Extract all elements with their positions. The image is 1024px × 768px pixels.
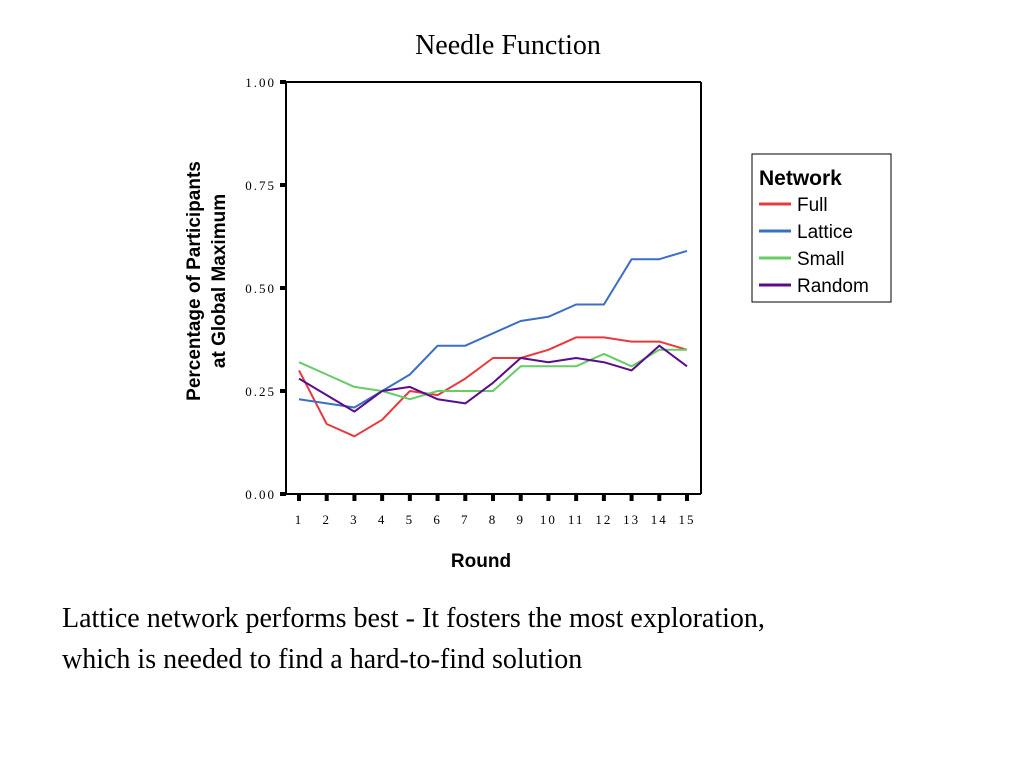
legend: Network Full Lattice Small Random	[751, 153, 892, 303]
chart-title: Needle Function	[415, 30, 601, 61]
series-line-full	[298, 336, 688, 438]
y-tick-label: 1.00	[245, 75, 276, 90]
series-line-lattice	[298, 249, 688, 409]
y-tick-label: 0.00	[245, 487, 276, 502]
x-tick-label: 8	[489, 512, 498, 527]
legend-label-random: Random	[797, 276, 869, 297]
y-axis-ticks: 0.00 0.25 0.50 0.75 1.00	[245, 75, 286, 502]
x-tick-label: 2	[322, 512, 331, 527]
x-tick-label: 7	[461, 512, 470, 527]
y-tick-label: 0.50	[245, 281, 276, 296]
legend-label-lattice: Lattice	[797, 222, 853, 243]
caption-line-2: which is needed to find a hard-to-find s…	[62, 644, 583, 675]
y-axis-label-line2: at Global Maximum	[209, 194, 230, 368]
x-tick-label: 13	[623, 512, 640, 527]
series-lines	[298, 249, 688, 438]
x-tick-label: 14	[651, 512, 668, 527]
legend-label-full: Full	[797, 195, 828, 216]
slide-caption: Lattice network performs best - It foste…	[62, 598, 962, 680]
y-tick-label: 0.25	[245, 384, 276, 399]
x-tick-label: 6	[433, 512, 442, 527]
caption-line-1: Lattice network performs best - It foste…	[62, 603, 765, 634]
series-line-random	[298, 344, 688, 413]
x-tick-label: 11	[568, 512, 585, 527]
series-line-small	[298, 348, 687, 401]
legend-title: Network	[759, 167, 842, 190]
legend-label-small: Small	[797, 249, 845, 270]
x-tick-label: 12	[595, 512, 612, 527]
x-axis-ticks: 1 2 3 4 5 6 7 8 9 10 11 12 13 14 15	[295, 494, 696, 527]
legend-box	[751, 153, 892, 303]
y-tick-label: 0.75	[245, 178, 276, 193]
x-tick-label: 1	[295, 512, 304, 527]
x-tick-label: 4	[378, 512, 387, 527]
x-tick-label: 5	[406, 512, 415, 527]
x-tick-label: 9	[516, 512, 525, 527]
x-tick-label: 10	[540, 512, 557, 527]
x-tick-label: 3	[350, 512, 359, 527]
x-tick-label: 15	[679, 512, 696, 527]
x-axis-label: Round	[451, 551, 511, 572]
y-axis-label-line1: Percentage of Participants	[184, 161, 205, 401]
legend-entries: Full Lattice Small Random	[759, 195, 869, 297]
